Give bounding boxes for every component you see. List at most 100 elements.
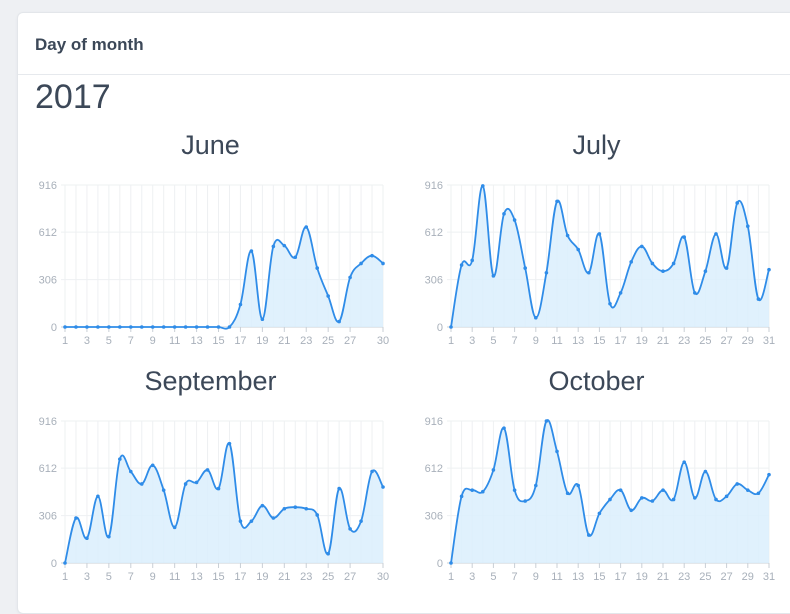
- data-point: [326, 551, 330, 556]
- data-point: [481, 184, 485, 188]
- data-point: [565, 233, 570, 238]
- data-point: [746, 488, 750, 492]
- series-area: [65, 226, 383, 329]
- data-point: [481, 489, 485, 494]
- x-tick-label: 3: [84, 571, 90, 583]
- x-tick-label: 5: [490, 335, 496, 347]
- x-tick-label: 23: [300, 571, 312, 583]
- chart-title-october: October: [548, 366, 645, 396]
- data-point: [271, 516, 276, 520]
- data-point: [724, 266, 729, 270]
- x-tick-label: 11: [169, 335, 180, 347]
- data-point: [555, 199, 559, 204]
- y-tick-label: 612: [39, 227, 57, 239]
- data-point: [139, 482, 144, 486]
- data-point: [640, 496, 644, 500]
- data-point: [271, 244, 276, 249]
- data-point: [587, 533, 591, 537]
- data-point: [714, 232, 718, 236]
- data-point: [491, 274, 496, 278]
- x-tick-label: 7: [512, 571, 518, 583]
- data-point: [703, 469, 708, 474]
- data-point: [756, 297, 761, 301]
- data-point: [216, 486, 221, 491]
- data-point: [183, 325, 188, 329]
- y-tick-label: 306: [425, 511, 443, 523]
- data-point: [618, 291, 623, 295]
- x-tick-label: 15: [593, 335, 605, 347]
- data-point: [238, 302, 243, 307]
- data-point: [640, 244, 644, 249]
- data-point: [381, 485, 385, 489]
- x-tick-label: 30: [377, 335, 389, 347]
- x-tick-label: 27: [720, 571, 732, 583]
- x-tick-label: 13: [572, 335, 584, 347]
- chart-title-september: September: [144, 366, 277, 396]
- y-tick-label: 612: [425, 463, 443, 475]
- y-tick-label: 306: [39, 275, 57, 287]
- x-tick-label: 15: [212, 571, 224, 583]
- x-tick-label: 17: [614, 571, 626, 583]
- data-point: [172, 325, 177, 329]
- y-tick-label: 306: [39, 511, 57, 523]
- chart-title-july: July: [572, 130, 621, 160]
- data-point: [107, 325, 111, 329]
- series-area: [451, 185, 769, 327]
- x-tick-label: 25: [699, 335, 711, 347]
- x-tick-label: 9: [533, 335, 539, 347]
- data-point: [85, 325, 89, 329]
- data-point: [470, 258, 474, 263]
- data-point: [565, 491, 570, 496]
- x-tick-label: 3: [84, 335, 90, 347]
- data-point: [576, 247, 580, 252]
- data-point: [587, 270, 591, 275]
- x-tick-label: 31: [763, 571, 775, 583]
- x-tick-label: 7: [128, 335, 134, 347]
- x-tick-label: 13: [190, 335, 202, 347]
- data-point: [118, 325, 122, 329]
- y-tick-label: 306: [425, 275, 443, 287]
- data-point: [703, 269, 708, 273]
- x-tick-label: 15: [593, 571, 605, 583]
- data-point: [735, 201, 739, 205]
- y-tick-label: 916: [39, 180, 57, 192]
- data-point: [502, 426, 506, 430]
- chart-october: October 0 306 612 916 1 3 5 7 9 11 13 15 17 19 21 23 25 2…: [403, 366, 790, 583]
- x-tick-label: 11: [551, 335, 562, 347]
- x-tick-label: 1: [448, 571, 454, 583]
- y-tick-label: 0: [51, 322, 57, 334]
- y-tick-label: 612: [39, 463, 57, 475]
- data-point: [172, 525, 177, 530]
- data-point: [96, 494, 100, 499]
- data-point: [139, 325, 144, 329]
- y-tick-label: 916: [39, 416, 57, 428]
- x-tick-label: 19: [636, 335, 648, 347]
- data-point: [661, 269, 665, 273]
- data-point: [576, 483, 580, 488]
- data-point: [282, 243, 287, 248]
- x-tick-label: 5: [490, 571, 496, 583]
- data-point: [523, 266, 527, 270]
- data-point: [315, 266, 320, 270]
- data-point: [597, 511, 602, 516]
- data-point: [735, 482, 739, 486]
- data-point: [693, 291, 697, 295]
- x-tick-label: 19: [636, 571, 648, 583]
- data-point: [544, 270, 549, 275]
- x-tick-label: 1: [62, 571, 68, 583]
- data-point: [608, 497, 612, 502]
- data-point: [544, 419, 549, 423]
- data-point: [293, 255, 298, 260]
- data-point: [661, 488, 665, 492]
- x-tick-label: 7: [128, 571, 134, 583]
- x-tick-label: 21: [657, 571, 669, 583]
- data-point: [293, 505, 298, 509]
- x-tick-label: 19: [256, 571, 268, 583]
- data-point: [512, 488, 517, 492]
- data-point: [650, 499, 655, 503]
- x-tick-label: 9: [150, 335, 156, 347]
- x-tick-label: 5: [106, 335, 112, 347]
- data-point: [282, 506, 287, 511]
